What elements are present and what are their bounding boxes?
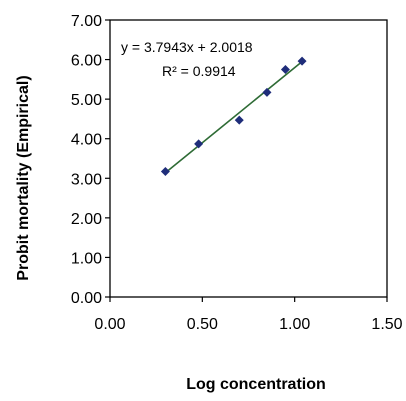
plot-area [109, 19, 388, 298]
data-point [194, 139, 204, 149]
plot-frame [109, 19, 388, 298]
data-points [160, 56, 307, 177]
data-point [234, 115, 244, 125]
y-tick-label: 1.00 [71, 250, 102, 267]
y-tick-label: 6.00 [71, 53, 102, 70]
y-tick-label: 2.00 [71, 211, 102, 228]
x-tick-label: 1.00 [279, 316, 310, 333]
x-axis: 0.00 0.50 1.00 1.50 [94, 297, 403, 333]
x-tick-label: 1.50 [371, 316, 402, 333]
trendline-equation: y = 3.7943x + 2.0018 [121, 39, 253, 55]
data-point [297, 56, 307, 66]
data-point [262, 87, 272, 97]
x-tick-label: 0.00 [94, 316, 125, 333]
y-axis-title: Probit mortality (Empirical) [15, 75, 32, 280]
data-point [160, 167, 170, 177]
trendline [164, 61, 303, 174]
x-axis-title: Log concentration [186, 376, 326, 393]
y-tick-label: 4.00 [71, 132, 102, 149]
y-axis: 0.00 1.00 2.00 3.00 4.00 5.00 6.00 7.00 [71, 13, 110, 307]
y-tick-label: 5.00 [71, 92, 102, 109]
y-tick-label: 3.00 [71, 171, 102, 188]
y-tick-label: 7.00 [71, 13, 102, 30]
y-tick-label: 0.00 [71, 290, 102, 307]
trendline-r2: R² = 0.9914 [162, 63, 236, 79]
data-point [280, 64, 290, 74]
x-tick-label: 0.50 [187, 316, 218, 333]
